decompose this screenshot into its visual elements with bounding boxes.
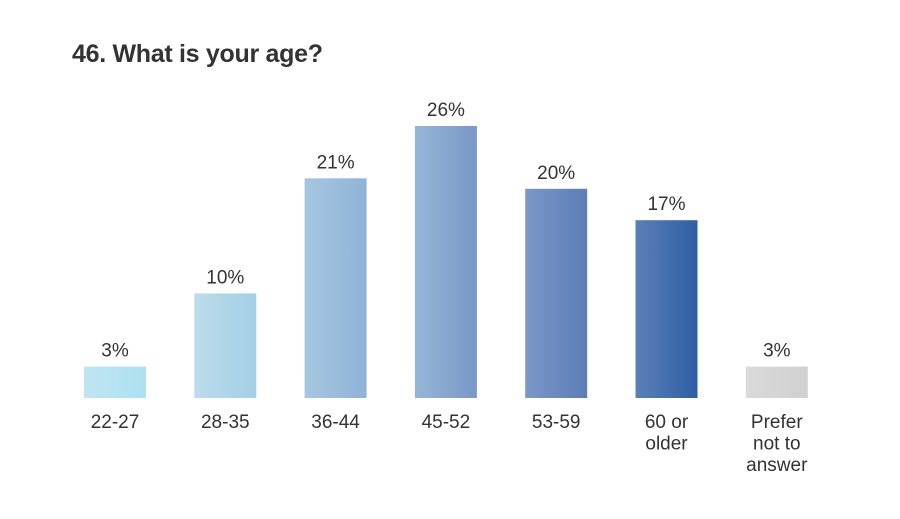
category-label-5: 53-59 bbox=[532, 412, 581, 433]
category-label-line: 28-35 bbox=[201, 412, 250, 433]
category-label-line: not to bbox=[753, 434, 801, 455]
bar-2 bbox=[194, 293, 257, 398]
category-label-line: 60 or bbox=[645, 412, 689, 433]
bar-3 bbox=[304, 178, 367, 398]
category-label-4: 45-52 bbox=[422, 412, 471, 433]
category-label-1: 22-27 bbox=[91, 412, 140, 433]
category-label-line: 45-52 bbox=[422, 412, 471, 433]
category-label-line: Prefer bbox=[751, 412, 803, 433]
category-label-2: 28-35 bbox=[201, 412, 250, 433]
bar-4 bbox=[414, 126, 477, 398]
value-label-6: 17% bbox=[647, 194, 685, 215]
value-labels-group: 3% 10% 21% 26% 20% 17% 3% bbox=[101, 100, 790, 362]
category-label-7: Prefer not to answer bbox=[746, 412, 808, 476]
value-label-7: 3% bbox=[763, 341, 791, 362]
category-label-line: older bbox=[645, 434, 688, 455]
category-label-3: 36-44 bbox=[311, 412, 360, 433]
value-label-3: 21% bbox=[317, 152, 355, 173]
bar-7 bbox=[745, 366, 808, 398]
category-label-6: 60 or older bbox=[645, 412, 689, 455]
category-label-line: 36-44 bbox=[311, 412, 360, 433]
category-label-line: 22-27 bbox=[91, 412, 140, 433]
category-labels-group: 22-27 28-35 36-44 45-52 53-59 60 or older Prefe… bbox=[91, 412, 808, 476]
bar-5 bbox=[525, 188, 588, 398]
category-label-line: answer bbox=[746, 455, 808, 476]
category-label-line: 53-59 bbox=[532, 412, 581, 433]
bar-1 bbox=[84, 366, 146, 398]
bar-6 bbox=[635, 220, 698, 398]
value-label-2: 10% bbox=[206, 267, 244, 288]
value-label-4: 26% bbox=[427, 100, 465, 121]
bars-group bbox=[84, 126, 808, 398]
value-label-1: 3% bbox=[101, 341, 129, 362]
chart-title: 46. What is your age? bbox=[72, 40, 323, 68]
value-label-5: 20% bbox=[537, 163, 575, 184]
